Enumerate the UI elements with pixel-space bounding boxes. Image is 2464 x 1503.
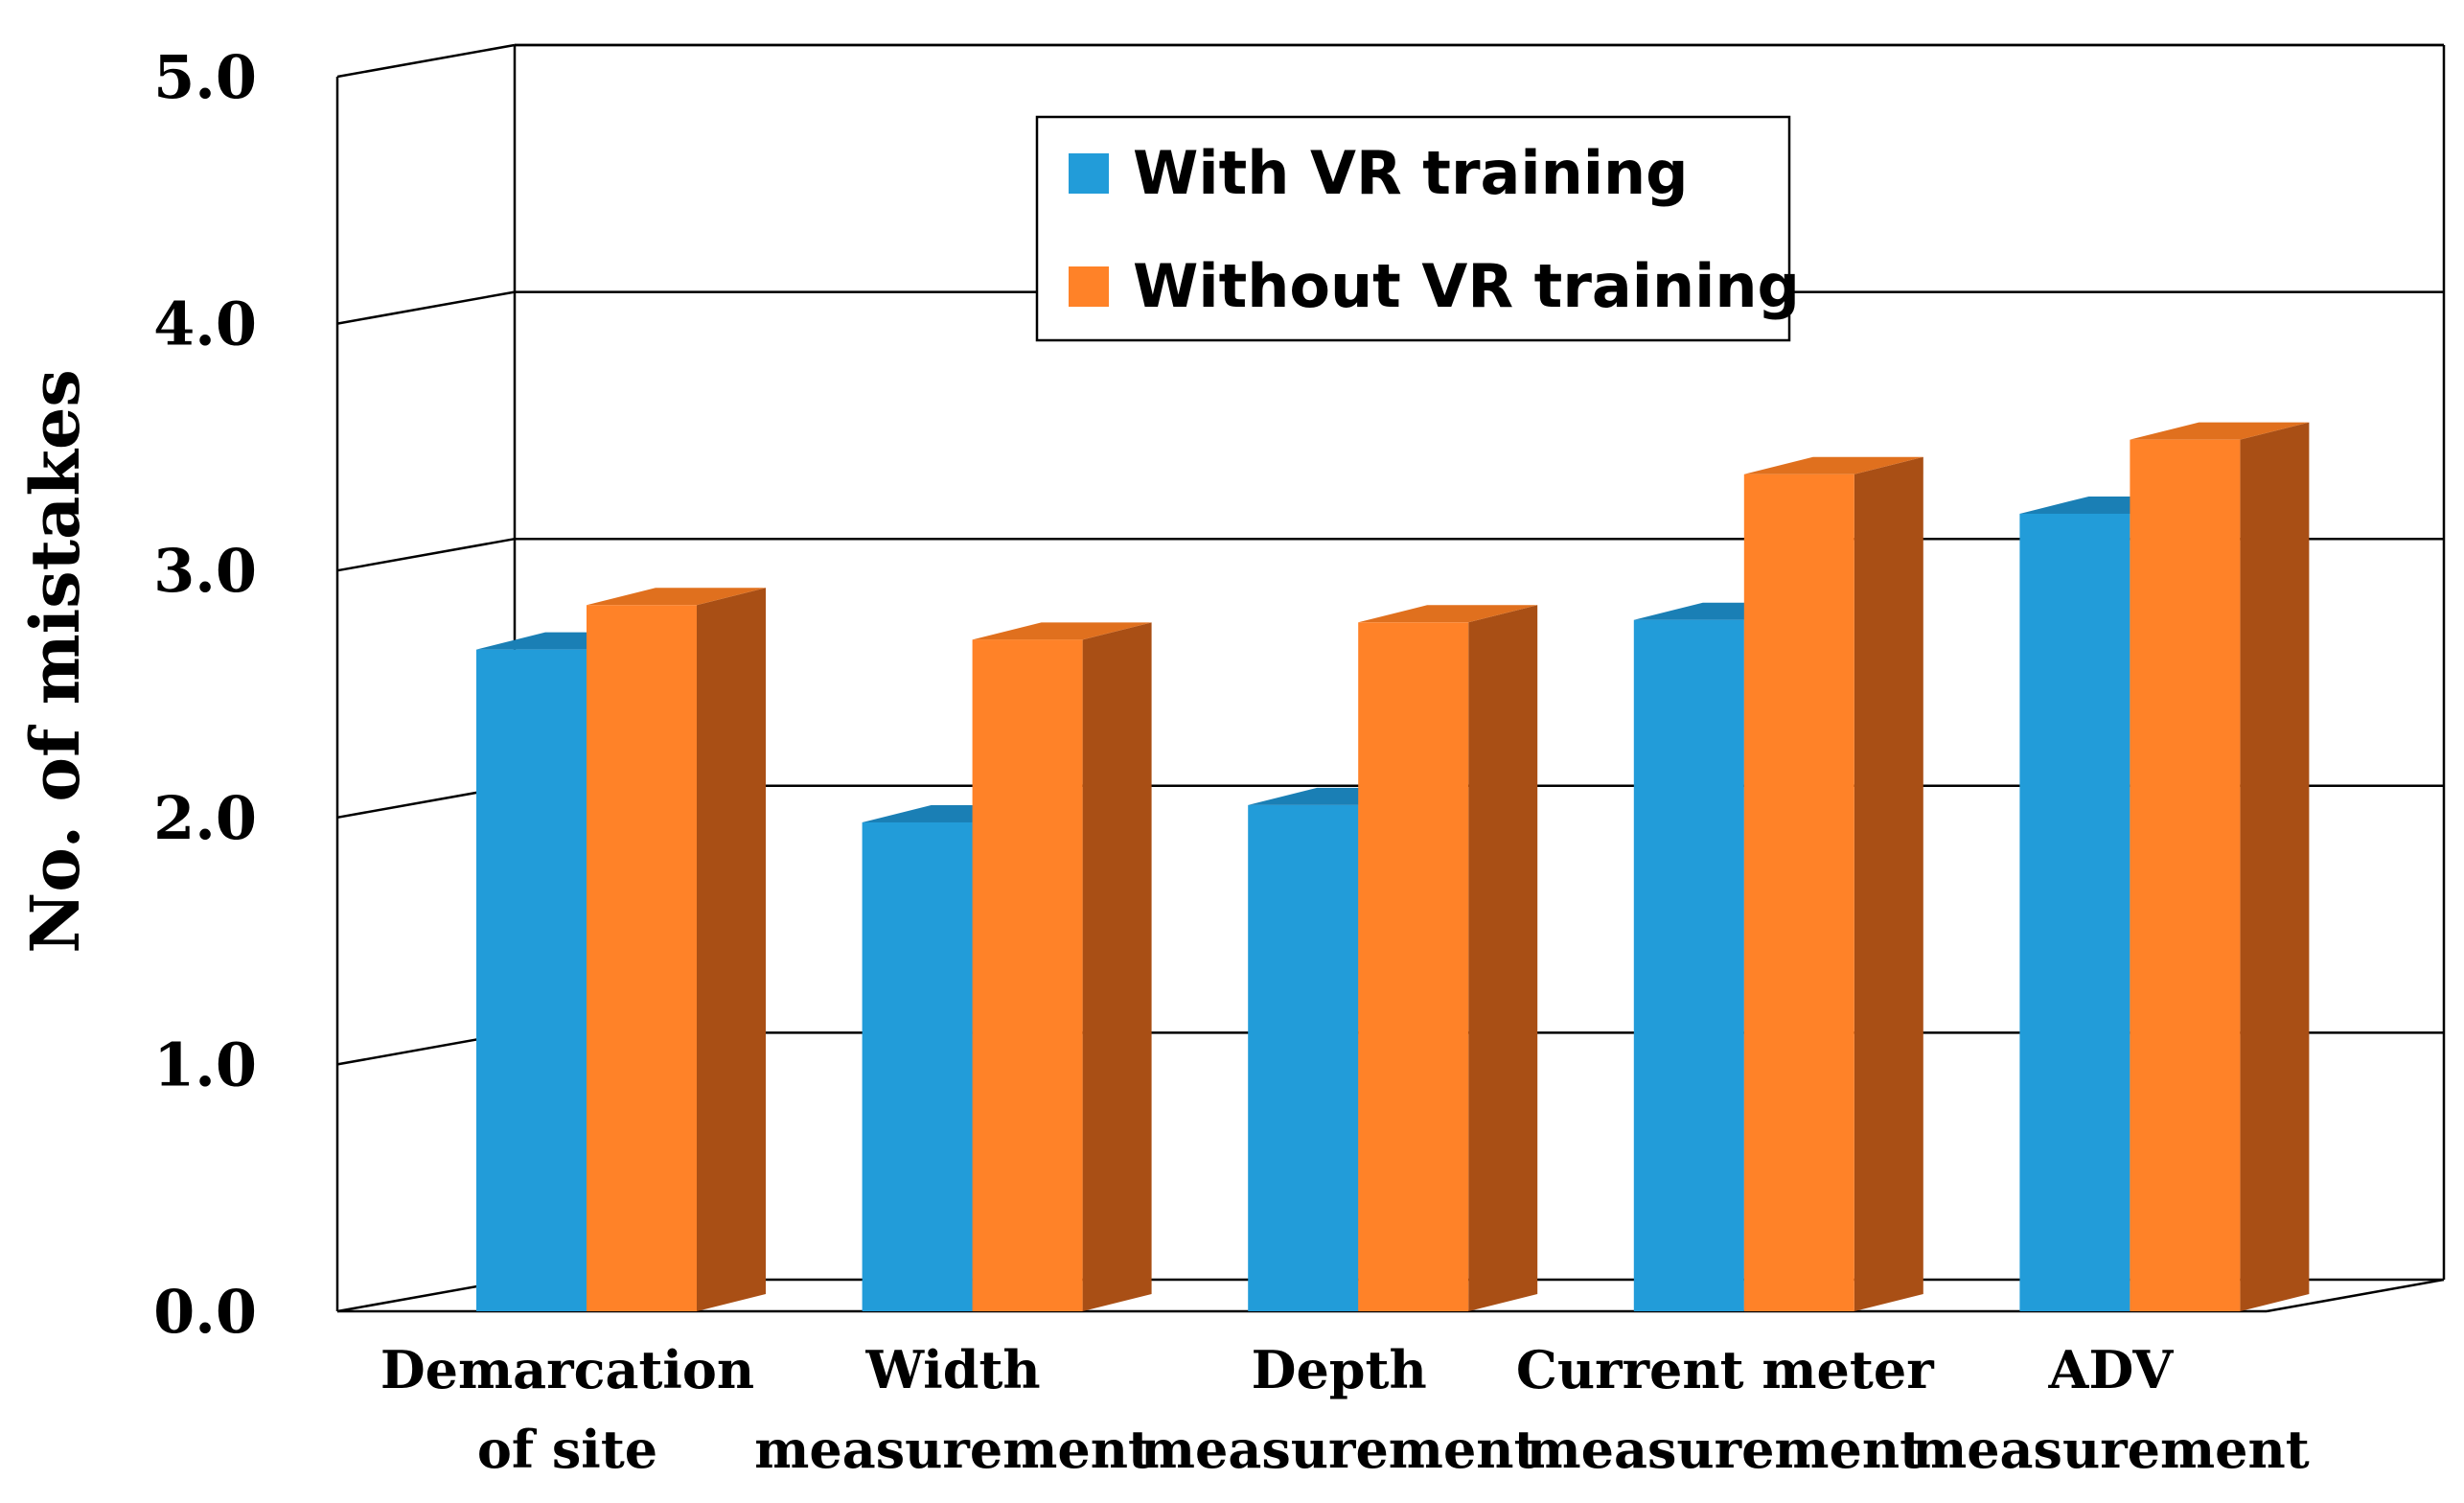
bar: [1358, 622, 1469, 1311]
bar-top: [1743, 456, 1923, 474]
legend-label: Without VR training: [1133, 251, 1800, 321]
y-tick-label: 2.0: [153, 783, 257, 853]
gridline-side: [336, 537, 516, 572]
x-tick-label: measurement: [754, 1419, 1152, 1480]
x-tick-label: Current meter: [1516, 1339, 1934, 1400]
gridline-side: [336, 290, 516, 325]
bar: [2019, 513, 2130, 1311]
bar: [1743, 474, 1854, 1312]
y-tick-label: 0.0: [153, 1277, 257, 1347]
bar-top: [587, 588, 766, 606]
y-tick-label: 4.0: [153, 289, 257, 359]
bar-top: [1358, 605, 1538, 623]
y-axis-ticks: 0.0 1.0 2.0 3.0 4.0 5.0: [153, 42, 257, 1347]
gridline-side: [336, 43, 516, 79]
x-tick-label: Depth: [1252, 1339, 1427, 1400]
bar-side: [1854, 456, 1923, 1312]
y-tick-label: 1.0: [153, 1029, 257, 1099]
bar-side: [697, 588, 766, 1311]
legend-swatch: [1069, 266, 1109, 307]
bar: [2130, 439, 2241, 1311]
bar: [476, 649, 587, 1311]
x-tick-label: measurement: [1912, 1419, 2310, 1480]
legend-box: [1035, 115, 1791, 342]
bar: [1248, 804, 1359, 1311]
legend-swatch: [1069, 153, 1109, 194]
bar: [587, 605, 697, 1311]
bars: [476, 422, 2310, 1312]
bar-side: [2240, 422, 2310, 1311]
x-tick-label: of site: [477, 1419, 657, 1480]
x-tick-label: Width: [865, 1339, 1041, 1400]
x-axis-labels: Demarcation of site Width measurement Depth m…: [380, 1339, 2310, 1480]
bar: [862, 821, 973, 1311]
bar-top: [2130, 422, 2310, 440]
x-tick-label: measurement: [1140, 1419, 1538, 1480]
x-tick-label: Demarcation: [380, 1339, 754, 1400]
bar-side: [1468, 605, 1538, 1311]
bar: [972, 639, 1083, 1311]
y-tick-label: 3.0: [153, 536, 257, 606]
y-axis-title: No. of mistakes: [15, 369, 95, 954]
legend: With VR training Without VR training: [1035, 115, 1800, 342]
bar: [1633, 619, 1744, 1311]
x-tick-label: measurement: [1526, 1419, 1923, 1480]
bar-side: [1082, 622, 1152, 1311]
y-tick-label: 5.0: [153, 42, 257, 112]
floor-right-edge: [2266, 1278, 2445, 1313]
bar-top: [972, 622, 1152, 640]
x-tick-label: ADV: [2048, 1339, 2175, 1400]
legend-label: With VR training: [1133, 138, 1689, 208]
